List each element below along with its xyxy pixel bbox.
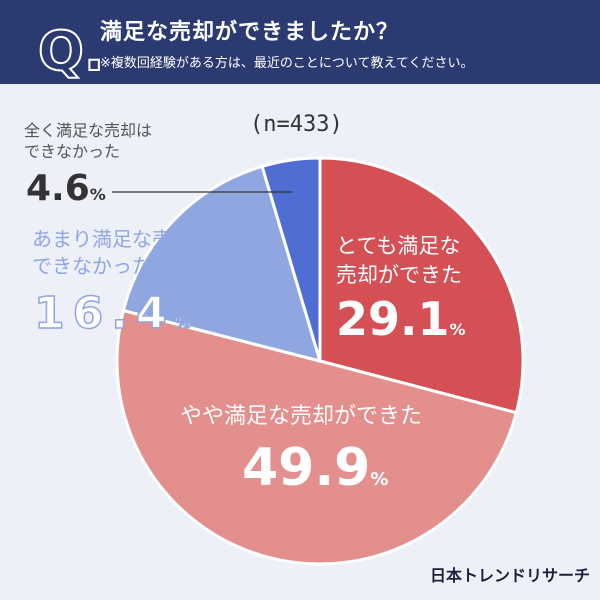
slice-pct-not-very-value: 16.4	[33, 287, 175, 340]
slice-not-very-satisfied	[121, 164, 323, 364]
slice-label-somewhat-line1: やや満足な売却ができた	[180, 404, 423, 429]
slice-pct-somewhat-value: 49.9	[242, 438, 371, 498]
question-title: 満足な売却ができましたか？	[100, 20, 400, 45]
slice-pct-not-at-all: 4.6%	[26, 168, 106, 209]
slice-pct-very: 29.1%	[336, 292, 466, 346]
slice-label-very: とても満足な 売却ができた	[336, 232, 462, 290]
slice-label-not-very: あまり満足な売却は できなかった	[32, 226, 212, 280]
slice-label-very-line1: とても満足な	[336, 234, 461, 258]
slice-label-not-at-all: 全く満足な売却は できなかった	[24, 120, 152, 162]
q-letter: Q.	[37, 19, 105, 84]
slice-label-not-very-line2: できなかった	[32, 254, 152, 278]
pct-unit: %	[370, 469, 389, 490]
question-header: Q. 満足な売却ができましたか？ ※複数回経験がある方は、最近のことについて教え…	[0, 0, 600, 84]
slice-label-not-at-all-line1: 全く満足な売却は	[24, 121, 153, 140]
sample-size-label: (n=433)	[250, 112, 343, 137]
slice-pct-not-at-all-value: 4.6	[26, 168, 90, 209]
slice-label-not-very-line1: あまり満足な売却は	[32, 227, 212, 251]
pct-unit: %	[174, 312, 192, 333]
slice-pct-somewhat: 49.9%	[242, 438, 388, 498]
slice-label-not-at-all-line2: できなかった	[24, 142, 121, 161]
slice-pct-very-value: 29.1	[336, 292, 450, 346]
slice-label-very-line2: 売却ができた	[336, 263, 462, 287]
slice-pct-not-very: 16.4%	[33, 287, 192, 340]
slice-somewhat-satisfied	[115, 308, 519, 566]
slice-label-somewhat: やや満足な売却ができた	[180, 398, 422, 430]
question-note: ※複数回経験がある方は、最近のことについて教えてください。	[100, 56, 474, 71]
pct-unit: %	[89, 185, 106, 204]
brand-logo: 日本トレンドリサーチ	[430, 566, 591, 585]
pct-unit: %	[449, 320, 466, 339]
slice-very-satisfied	[318, 156, 525, 415]
q-mark-icon: Q.	[18, 14, 105, 84]
slice-not-at-all-satisfied	[260, 156, 322, 362]
